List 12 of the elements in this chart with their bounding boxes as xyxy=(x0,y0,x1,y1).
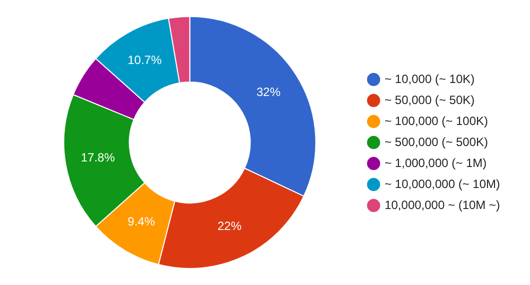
data-label: 17.8% xyxy=(80,150,116,165)
legend-label: ~ 50,000 (~ 50K) xyxy=(384,92,475,107)
data-label: 9.4% xyxy=(128,214,156,228)
legend-label: 10,000,000 ~ (10M ~) xyxy=(384,198,500,212)
legend-label: ~ 500,000 (~ 500K) xyxy=(384,134,488,149)
data-label: 10.7% xyxy=(128,53,162,68)
legend-label: ~ 1,000,000 (~ 1M) xyxy=(384,156,487,170)
data-label: 32% xyxy=(256,84,281,99)
data-label: 22% xyxy=(217,219,242,234)
legend-label: ~ 10,000 (~ 10K) xyxy=(384,72,475,86)
legend-label: ~ 100,000 (~ 100K) xyxy=(384,114,488,128)
legend-label: ~ 10,000,000 (~ 10M) xyxy=(384,176,500,191)
